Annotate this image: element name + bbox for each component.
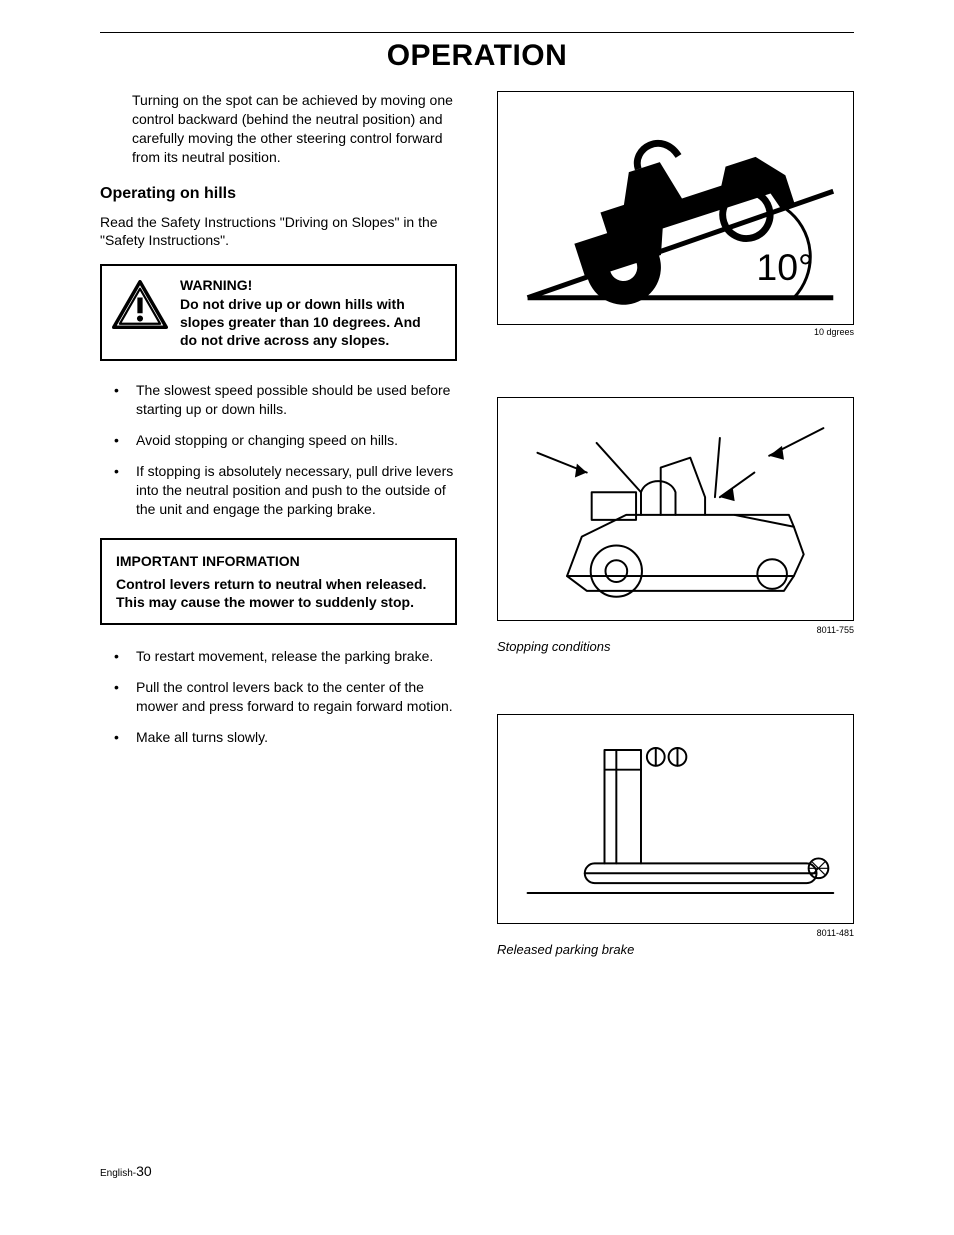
list-item: The slowest speed possible should be use… <box>100 381 457 419</box>
page: OPERATION Turning on the spot can be ach… <box>0 0 954 1235</box>
warning-body: Do not drive up or down hills with slope… <box>180 296 421 348</box>
figure-slope: 10° <box>497 91 854 325</box>
bullet-list-b: To restart movement, release the parking… <box>100 647 457 747</box>
list-item: Pull the control levers back to the cent… <box>100 678 457 716</box>
figure-caption: Stopping conditions <box>497 639 854 654</box>
list-item: Avoid stopping or changing speed on hill… <box>100 431 457 450</box>
warning-box: WARNING! Do not drive up or down hills w… <box>100 264 457 361</box>
warning-triangle-icon <box>112 280 168 334</box>
warning-text: WARNING! Do not drive up or down hills w… <box>180 276 441 349</box>
right-column: 10° 10 dgrees <box>497 91 854 957</box>
figure-code: 8011-755 <box>497 625 854 635</box>
angle-label: 10° <box>756 246 813 288</box>
intro-paragraph: Turning on the spot can be achieved by m… <box>132 91 457 167</box>
list-item: If stopping is absolutely necessary, pul… <box>100 462 457 519</box>
page-number: 30 <box>136 1163 152 1179</box>
list-item: Make all turns slowly. <box>100 728 457 747</box>
bullet-list-a: The slowest speed possible should be use… <box>100 381 457 518</box>
figure-code: 8011-481 <box>497 928 854 938</box>
page-title: OPERATION <box>100 39 854 73</box>
figure-brake <box>497 714 854 924</box>
footer-prefix: English- <box>100 1168 136 1179</box>
info-title: IMPORTANT INFORMATION <box>116 552 441 570</box>
left-column: Turning on the spot can be achieved by m… <box>100 91 457 957</box>
content-columns: Turning on the spot can be achieved by m… <box>100 91 854 957</box>
top-rule <box>100 32 854 33</box>
important-info-box: IMPORTANT INFORMATION Control levers ret… <box>100 538 457 625</box>
section-paragraph: Read the Safety Instructions "Driving on… <box>100 213 457 251</box>
figure-stopping <box>497 397 854 621</box>
warning-title: WARNING! <box>180 277 252 293</box>
figure-caption: Released parking brake <box>497 942 854 957</box>
page-footer: English-30 <box>100 1163 152 1179</box>
section-heading: Operating on hills <box>100 185 457 203</box>
figure-code: 10 dgrees <box>497 327 854 337</box>
info-body: Control levers return to neutral when re… <box>116 576 426 610</box>
list-item: To restart movement, release the parking… <box>100 647 457 666</box>
